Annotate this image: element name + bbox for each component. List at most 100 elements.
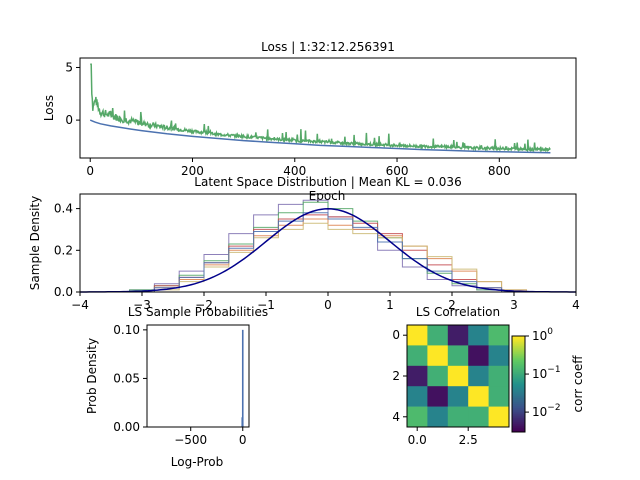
colorbar-segment [512, 396, 525, 399]
prob-ytick-label: 0.00 [113, 420, 140, 434]
loss-ytick-label: 0 [65, 113, 73, 127]
corr-cell [427, 345, 449, 367]
colorbar-segment [512, 404, 525, 407]
latent-xtick-label: −4 [71, 298, 89, 312]
corr-cell [488, 365, 510, 387]
corr-ytick-label: 2 [392, 369, 400, 383]
prob-ytick-label: 0.10 [113, 323, 140, 337]
colorbar-segment [512, 416, 525, 419]
colorbar-segment [512, 422, 525, 425]
colorbar-segment [512, 352, 525, 355]
corr-cell [407, 406, 428, 428]
corr-title: LS Correlation [416, 305, 500, 319]
corr-cell [427, 386, 449, 407]
corr-cell [488, 386, 510, 407]
prob-axes-frame [146, 324, 250, 428]
corr-cell [407, 325, 428, 346]
colorbar-segment [512, 408, 525, 411]
colorbar-segment [512, 394, 525, 397]
latent-xtick-label: −2 [195, 298, 213, 312]
colorbar-frame [511, 335, 526, 433]
colorbar-segment [512, 424, 525, 427]
colorbar-segment [512, 420, 525, 423]
colorbar-segment [512, 344, 525, 347]
corr-cell [427, 365, 449, 387]
latent-ylabel: Sample Density [28, 196, 42, 290]
colorbar-segment [512, 366, 525, 369]
loss-panel: Loss | 1:32:12.256391 0 200 400 600 800 0 5 Epoc… [42, 40, 577, 203]
colorbar-segment [512, 362, 525, 365]
corr-cell [468, 386, 489, 407]
colorbar-segment [512, 350, 525, 353]
colorbar-segment [512, 386, 525, 389]
colorbar-segment [512, 402, 525, 405]
loss-ytick-label: 5 [65, 60, 73, 74]
colorbar-segment [512, 382, 525, 385]
corr-cell [447, 386, 469, 407]
colorbar-segment [512, 354, 525, 357]
colorbar-segment [512, 358, 525, 361]
colorbar-segment [512, 364, 525, 367]
corr-cell [488, 406, 510, 428]
corr-cell [468, 325, 489, 346]
colorbar-segment [512, 340, 525, 343]
loss-axes-frame [79, 57, 577, 159]
loss-ylabel: Loss [42, 95, 56, 121]
latent-distribution-panel: −4 −3 −2 −1 0 1 2 3 4 0.0 0.2 0.4 Latent Space Distr… [28, 175, 580, 312]
corr-xtick-label: 0.0 [408, 433, 427, 447]
loss-title: Loss | 1:32:12.256391 [261, 40, 395, 54]
colorbar-segment [512, 372, 525, 375]
loss-xtick-label: 0 [86, 164, 94, 178]
latent-xtick-label: −3 [133, 298, 151, 312]
loss-plot-area [89, 63, 551, 154]
colorbar-segment [512, 392, 525, 395]
loss-xtick-label: 800 [488, 164, 511, 178]
colorbar-segment [512, 370, 525, 373]
colorbar-segment [512, 384, 525, 387]
prob-title: LS Sample Probabilities [128, 305, 268, 319]
colorbar-label: corr coeff [571, 355, 585, 413]
corr-xtick-label: 2.5 [459, 433, 478, 447]
colorbar-segment [512, 374, 525, 377]
corr-cell [447, 345, 469, 367]
latent-xtick-label: 1 [386, 298, 394, 312]
loss-xtick-label: 400 [283, 164, 306, 178]
prob-xlabel: Log-Prob [171, 455, 223, 469]
corr-cell [427, 325, 449, 346]
prob-ytick-label: 0.05 [113, 371, 140, 385]
colorbar-segment [512, 430, 525, 433]
colorbar-segment [512, 336, 525, 339]
corr-cell [407, 386, 428, 407]
latent-xtick-label: −1 [257, 298, 275, 312]
colorbar-segment [512, 406, 525, 409]
latent-xtick-label: 0 [324, 298, 332, 312]
colorbar-segment [512, 368, 525, 371]
colorbar-segment [512, 356, 525, 359]
corr-cell [488, 325, 510, 346]
loss-series-1 [90, 63, 551, 154]
prob-bar [241, 417, 244, 427]
loss-xtick-label: 600 [386, 164, 409, 178]
corr-cell [468, 345, 489, 367]
corr-cell [468, 406, 489, 428]
latent-xtick-label: 4 [572, 298, 580, 312]
latent-hist-series-6 [129, 212, 527, 293]
colorbar-segment [512, 390, 525, 393]
corr-cell [468, 365, 489, 387]
latent-xtick-label: 2 [448, 298, 456, 312]
colorbar-segment [512, 360, 525, 363]
latent-ytick-label: 0.4 [54, 202, 73, 216]
colorbar-segment [512, 348, 525, 351]
prob-xtick-label: 0 [239, 433, 247, 447]
corr-ytick-label: 0 [392, 328, 400, 342]
latent-xtick-label: 3 [510, 298, 518, 312]
colorbar-segment [512, 426, 525, 429]
latent-ytick-label: 0.0 [54, 285, 73, 299]
colorbar-segment [512, 400, 525, 403]
corr-cell [447, 406, 469, 428]
colorbar-segment [512, 412, 525, 415]
loss-series-2 [89, 119, 551, 154]
latent-ytick-label: 0.2 [54, 243, 73, 257]
